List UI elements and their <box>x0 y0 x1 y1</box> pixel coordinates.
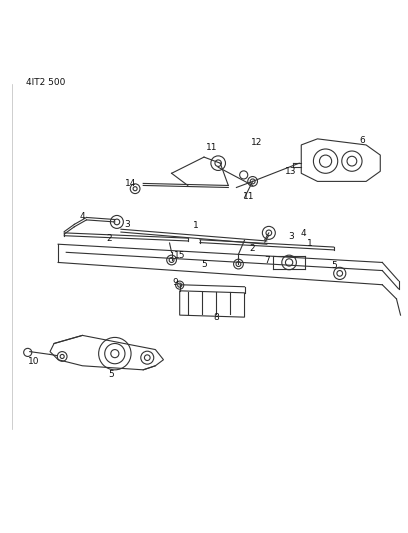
Text: 7: 7 <box>264 256 270 265</box>
Text: 3: 3 <box>288 232 294 241</box>
Text: 4: 4 <box>300 229 306 238</box>
Text: 11: 11 <box>206 143 218 152</box>
Text: 4: 4 <box>80 212 85 221</box>
Text: 6: 6 <box>359 136 365 146</box>
Text: 9: 9 <box>173 278 179 287</box>
Text: 2: 2 <box>106 235 111 244</box>
Text: 10: 10 <box>28 357 40 366</box>
Text: 11: 11 <box>243 192 254 201</box>
Text: 8: 8 <box>213 313 219 322</box>
Text: 15: 15 <box>174 251 186 260</box>
Text: 12: 12 <box>251 139 262 148</box>
Text: 4IT2 500: 4IT2 500 <box>26 78 65 87</box>
Text: 5: 5 <box>108 370 114 379</box>
Text: 14: 14 <box>125 179 137 188</box>
Text: 5: 5 <box>331 261 337 270</box>
Text: 2: 2 <box>250 244 255 253</box>
Text: 13: 13 <box>285 167 297 176</box>
Text: 5: 5 <box>201 260 207 269</box>
Text: 1: 1 <box>306 239 312 248</box>
Text: 3: 3 <box>124 220 130 229</box>
Text: 1: 1 <box>193 222 199 230</box>
